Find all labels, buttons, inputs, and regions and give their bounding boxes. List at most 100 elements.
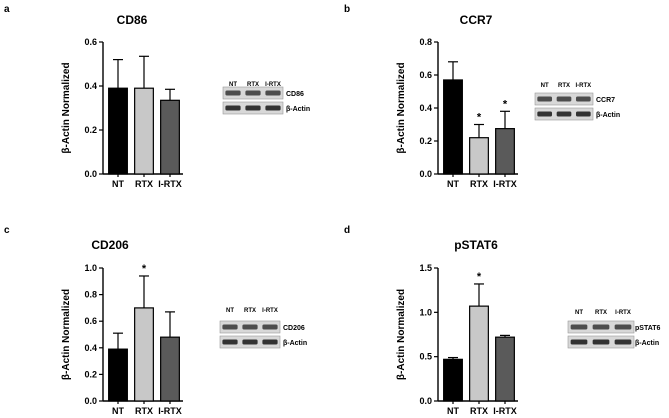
- blot-band: [222, 339, 238, 345]
- blot-band: [537, 111, 553, 117]
- chart-title: pSTAT6: [454, 238, 498, 252]
- bar-i-rtx: [160, 336, 180, 402]
- blot-row-label: pSTAT6: [635, 325, 661, 332]
- blot-band: [242, 339, 258, 345]
- blot-band: [537, 96, 553, 102]
- panel-letter: c: [4, 225, 10, 236]
- y-tick-label: 0.4: [419, 103, 432, 113]
- blot-lane-label: I-RTX: [615, 310, 631, 316]
- x-tick-label: RTX: [470, 179, 488, 189]
- y-tick-label: 0.6: [84, 37, 97, 47]
- blot-row-label: CD206: [283, 325, 305, 332]
- x-tick-label: NT: [447, 406, 459, 416]
- blot-band: [556, 96, 572, 102]
- blot-row-label: CCR7: [596, 97, 615, 104]
- blot-lane-label: NT: [541, 83, 549, 89]
- blot-lane-label: NT: [575, 310, 583, 316]
- blot-lane-label: RTX: [595, 310, 607, 316]
- significance-marker: *: [477, 271, 482, 283]
- chart-title: CCR7: [460, 13, 493, 27]
- y-tick-label: 0.8: [419, 37, 432, 47]
- significance-marker: *: [477, 112, 482, 124]
- blot-band: [225, 105, 241, 111]
- blot-band: [245, 90, 261, 96]
- blot-band: [570, 339, 588, 345]
- blot-lane-label: NT: [226, 308, 234, 314]
- blot-band: [222, 324, 238, 330]
- y-tick-label: 0.6: [84, 316, 97, 326]
- blot-band: [570, 324, 588, 330]
- significance-marker: *: [503, 98, 508, 110]
- blot-row-label: β-Actin: [283, 340, 307, 347]
- bar-rtx: [469, 137, 489, 175]
- blot-lane-label: I-RTX: [262, 308, 278, 314]
- y-tick-label: 1.0: [419, 307, 432, 317]
- x-tick-label: NT: [112, 406, 124, 416]
- blot-band: [225, 90, 241, 96]
- blot-band: [265, 90, 281, 96]
- panel-letter: a: [4, 4, 10, 15]
- bar-i-rtx: [160, 99, 180, 175]
- chart-title: CD86: [117, 13, 148, 27]
- y-axis-label: β-Actin Normalized: [61, 62, 72, 153]
- blot-lane-label: RTX: [244, 308, 256, 314]
- blot-lane-label: I-RTX: [265, 82, 281, 88]
- y-tick-label: 1.5: [419, 263, 432, 273]
- x-tick-label: I-RTX: [158, 406, 182, 416]
- panel-letter: d: [344, 225, 350, 236]
- blot-band: [614, 324, 632, 330]
- chart-panel-a: a CD86 0.0 0.2 0.4 0.6 β-Actin Normalized NT RTX…: [4, 4, 310, 189]
- blot-band: [592, 339, 610, 345]
- x-tick-label: RTX: [470, 406, 488, 416]
- bar-nt: [443, 358, 463, 402]
- blot-lane-label: RTX: [558, 83, 570, 89]
- chart-panel-c: c CD206 0.0 0.2 0.4 0.6 0.8 1.0 β-Actin Normaliz…: [4, 225, 307, 416]
- x-tick-label: I-RTX: [493, 179, 517, 189]
- significance-marker: *: [142, 263, 147, 275]
- blot-row-label: β-Actin: [596, 112, 620, 119]
- bar-rtx: [134, 87, 154, 175]
- y-tick-label: 1.0: [84, 263, 97, 273]
- x-tick-label: NT: [447, 179, 459, 189]
- western-blot-inset: NT RTX I-RTX CD86 β-Actin: [222, 82, 310, 115]
- blot-row-label: CD86: [286, 91, 304, 98]
- chart-title: CD206: [91, 238, 129, 252]
- blot-band: [262, 339, 278, 345]
- y-tick-label: 0.4: [84, 81, 97, 91]
- x-tick-label: RTX: [135, 406, 153, 416]
- y-tick-label: 0.6: [419, 70, 432, 80]
- panel-letter: b: [344, 4, 350, 15]
- blot-band: [262, 324, 278, 330]
- blot-band: [614, 339, 632, 345]
- bar-nt: [108, 348, 128, 402]
- bar-i-rtx: [495, 336, 515, 402]
- y-tick-label: 0.8: [84, 290, 97, 300]
- blot-lane-label: RTX: [247, 82, 259, 88]
- blot-row-label: β-Actin: [635, 340, 659, 347]
- y-tick-label: 0.0: [84, 169, 97, 179]
- bar-nt: [443, 79, 463, 175]
- chart-panel-b: b CCR7 0.0 0.2 0.4 0.6 0.8 β-Actin Normalized NT…: [344, 4, 620, 189]
- y-tick-label: 0.2: [84, 125, 97, 135]
- y-tick-label: 0.0: [419, 396, 432, 406]
- y-tick-label: 0.2: [419, 136, 432, 146]
- x-tick-label: I-RTX: [158, 179, 182, 189]
- western-blot-inset: NT RTX I-RTX CD206 β-Actin: [219, 308, 307, 349]
- y-axis-label: β-Actin Normalized: [396, 62, 407, 153]
- bar-i-rtx: [495, 128, 515, 175]
- blot-band: [575, 96, 591, 102]
- blot-band: [245, 105, 261, 111]
- y-tick-label: 0.0: [84, 396, 97, 406]
- blot-lane-label: I-RTX: [575, 83, 591, 89]
- bar-rtx: [134, 307, 154, 402]
- y-tick-label: 0.4: [84, 343, 97, 353]
- blot-lane-label: NT: [229, 82, 237, 88]
- blot-band: [556, 111, 572, 117]
- blot-band: [592, 324, 610, 330]
- blot-row-label: β-Actin: [286, 106, 310, 113]
- y-axis-label: β-Actin Normalized: [396, 289, 407, 380]
- x-tick-label: NT: [112, 179, 124, 189]
- blot-band: [575, 111, 591, 117]
- y-tick-label: 0.2: [84, 369, 97, 379]
